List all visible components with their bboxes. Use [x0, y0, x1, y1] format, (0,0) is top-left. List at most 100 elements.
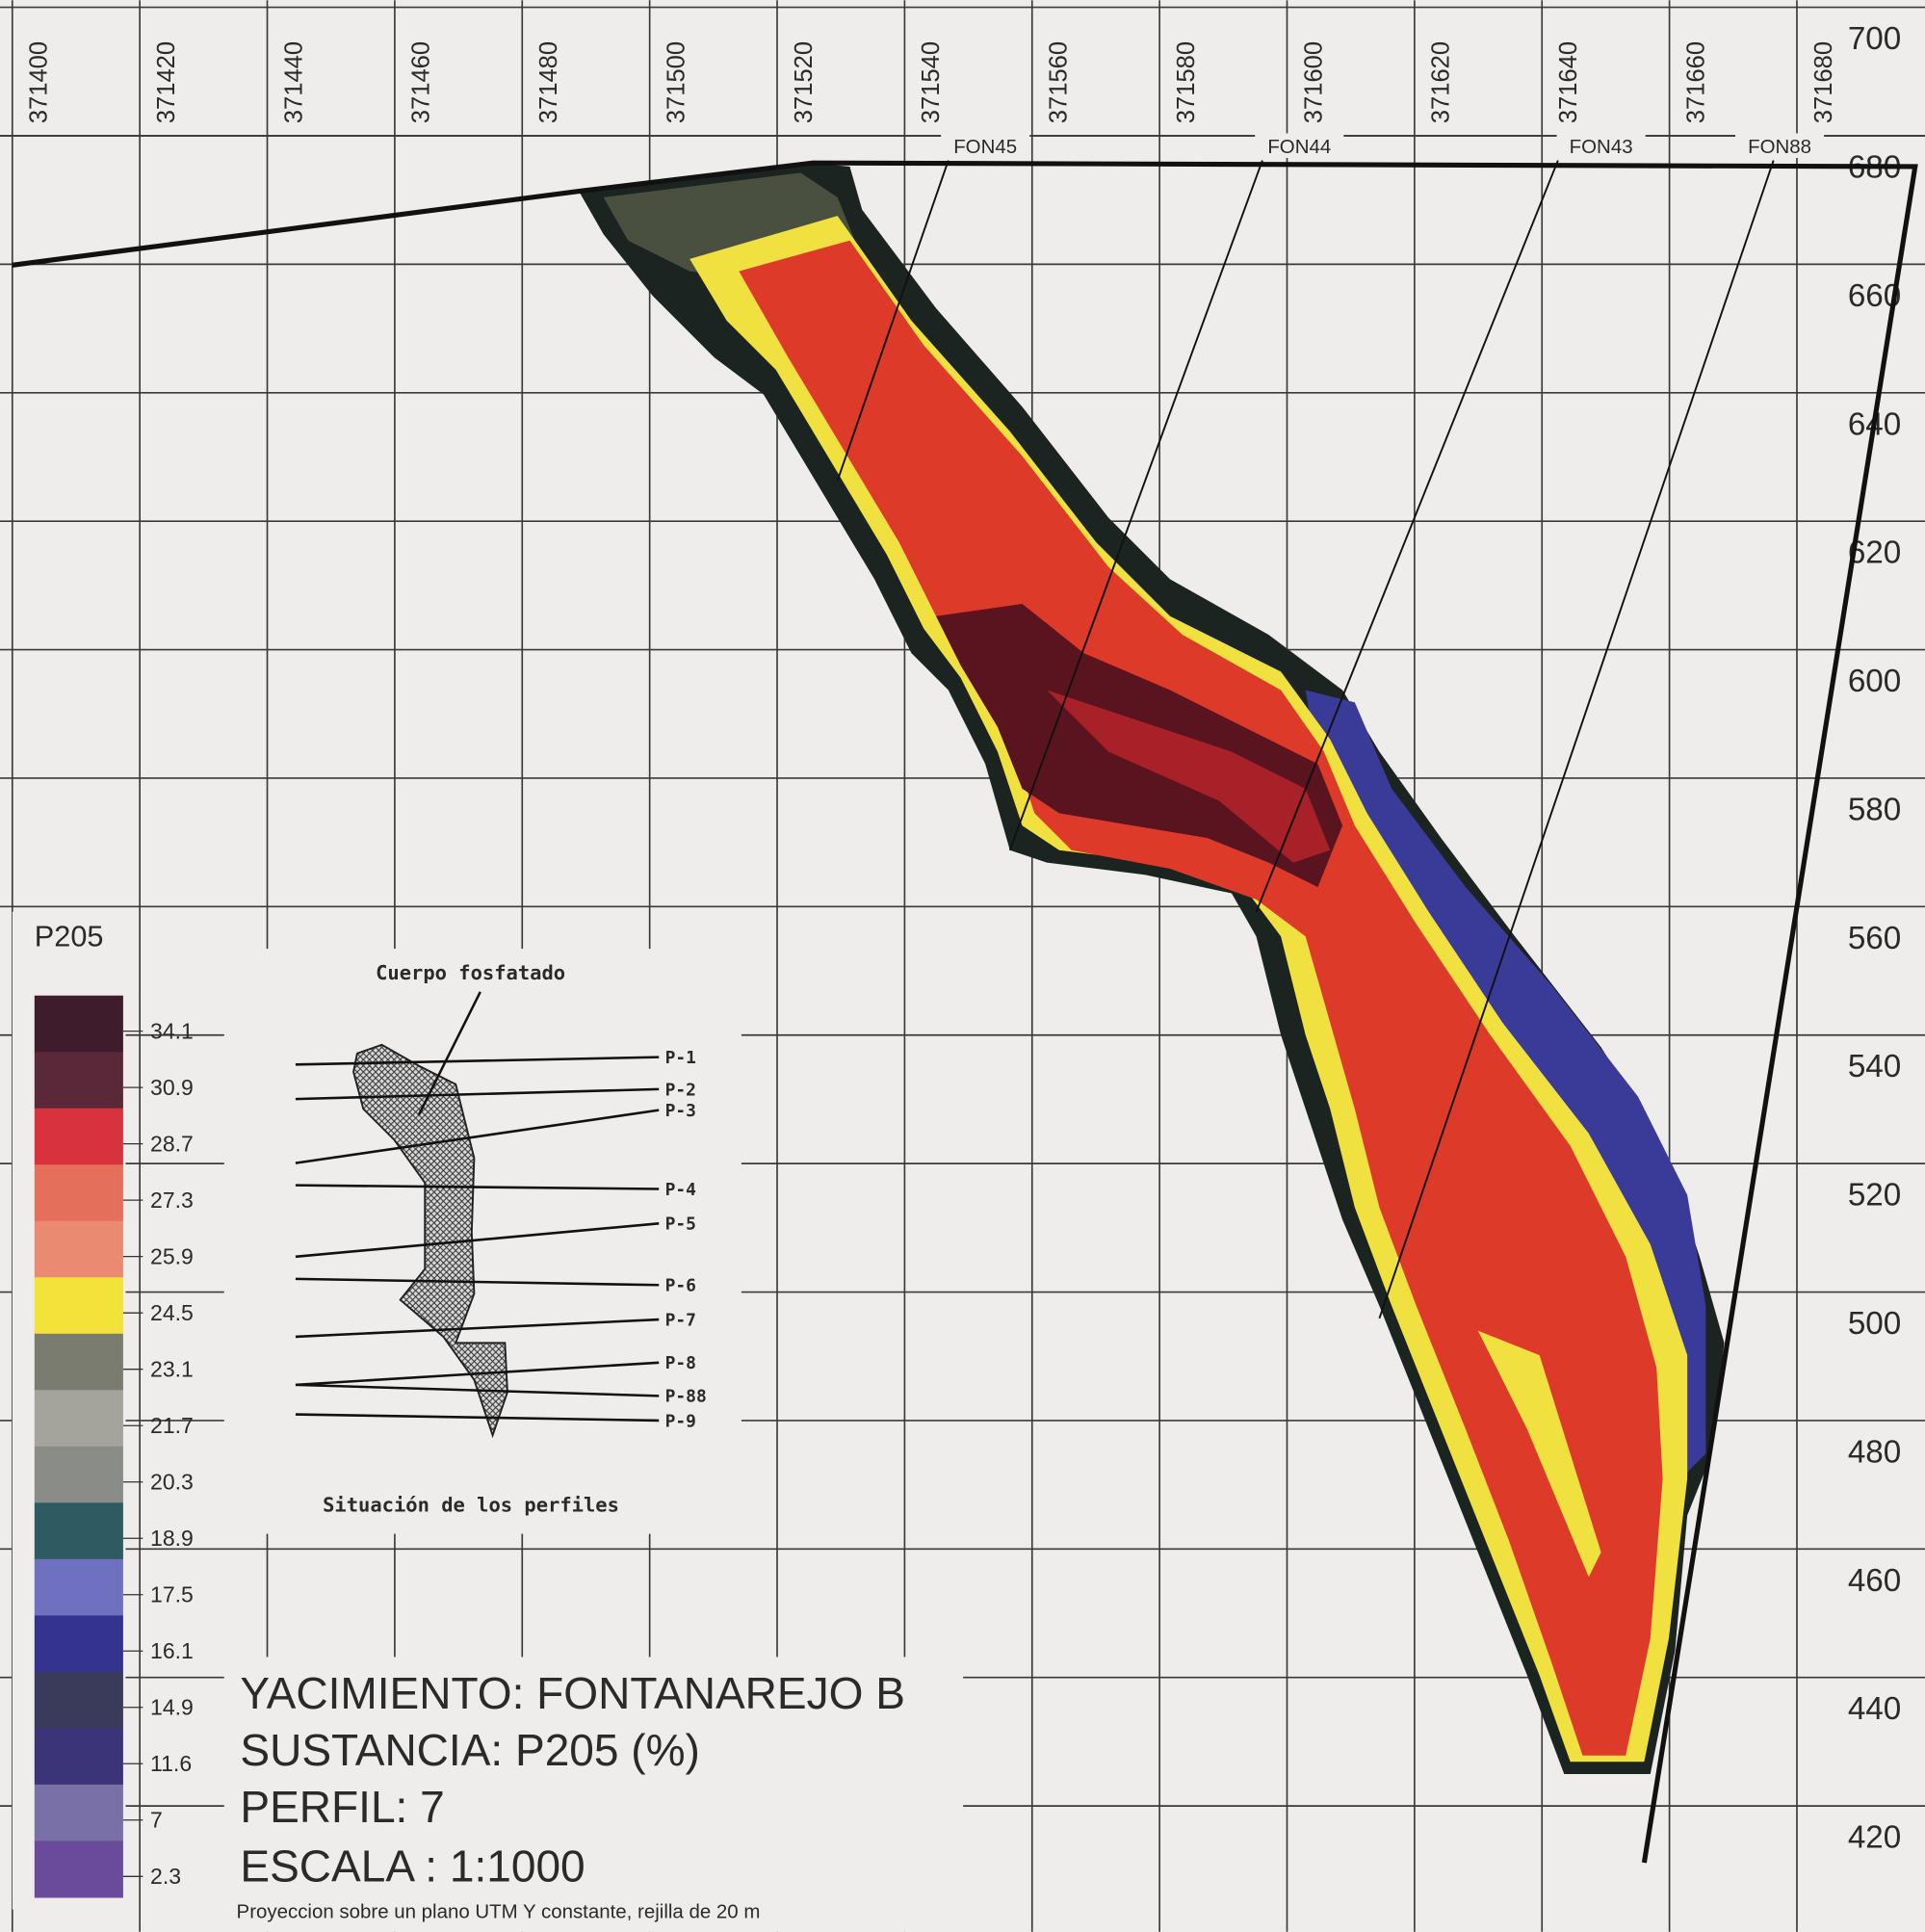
- legend-swatch: [34, 1277, 123, 1335]
- legend-label: 28.7: [150, 1131, 194, 1156]
- legend-label: 11.6: [150, 1751, 192, 1776]
- legend-label: 25.9: [150, 1243, 194, 1268]
- inset-panel: [223, 949, 741, 1534]
- profile-line: [295, 1184, 660, 1190]
- profile-label: P-3: [665, 1101, 696, 1121]
- y-tick-label: 580: [1848, 792, 1901, 827]
- drillhole-label: FON44: [1267, 136, 1331, 158]
- legend-label: 24.5: [150, 1300, 194, 1325]
- profile-label: P-2: [665, 1080, 696, 1100]
- profile-line: [295, 1383, 660, 1397]
- legend-swatch: [34, 1784, 123, 1842]
- y-tick-label: 480: [1848, 1434, 1901, 1470]
- x-tick-label: 371480: [535, 41, 562, 123]
- profile-label: P-8: [665, 1353, 696, 1373]
- x-tick-label: 371680: [1810, 41, 1837, 123]
- x-tick-label: 371500: [663, 41, 689, 123]
- drillhole-label-bg: [1735, 133, 1825, 159]
- profile-line: [295, 1361, 660, 1387]
- inset-caption: Situación de los perfiles: [323, 1494, 619, 1517]
- legend-label: 34.1: [150, 1018, 194, 1043]
- x-tick-label: 371420: [153, 41, 180, 123]
- legend-label: 27.3: [150, 1188, 194, 1213]
- legend-swatch: [34, 1108, 123, 1165]
- drillhole-label-bg: [1255, 133, 1344, 159]
- profile-label: P-5: [665, 1214, 696, 1235]
- x-tick-label: 371600: [1300, 41, 1327, 123]
- x-tick-label: 371560: [1046, 41, 1073, 123]
- legend-label: 7: [150, 1807, 163, 1832]
- drillhole-label: FON45: [953, 136, 1017, 158]
- y-tick-label: 440: [1848, 1691, 1901, 1727]
- legend-label: 17.5: [150, 1581, 194, 1606]
- profile-label: P-9: [665, 1411, 696, 1431]
- legend-label: 30.9: [150, 1075, 194, 1100]
- legend-swatch: [34, 1052, 123, 1110]
- profile-label: P-6: [665, 1276, 696, 1296]
- note: Proyeccion sobre un plano UTM Y constant…: [237, 1901, 761, 1923]
- x-tick-label: 371440: [280, 41, 307, 123]
- x-tick-label: 371540: [918, 41, 945, 123]
- drillhole-label: FON88: [1748, 136, 1811, 158]
- legend-swatch: [34, 1220, 123, 1278]
- legend-label: 16.1: [150, 1638, 194, 1663]
- y-tick-label: 700: [1848, 21, 1901, 57]
- x-tick-label: 371520: [791, 41, 818, 123]
- profile-label: P-4: [665, 1180, 696, 1200]
- substance: SUSTANCIA: P205 (%): [240, 1725, 699, 1775]
- title-block-panel: [223, 1657, 964, 1932]
- profile-line: [295, 1413, 660, 1423]
- legend-swatch: [34, 1728, 123, 1786]
- profile-line: [295, 1109, 660, 1164]
- title-block: YACIMIENTO: FONTANAREJO B SUSTANCIA: P20…: [237, 1668, 905, 1922]
- y-tick-label: 520: [1848, 1178, 1901, 1214]
- scale: ESCALA : 1:1000: [240, 1841, 585, 1891]
- legend-label: 23.1: [150, 1356, 194, 1381]
- legend-label: 2.3: [150, 1864, 181, 1889]
- legend-title: P205: [35, 920, 104, 953]
- profile-line: [295, 1277, 660, 1287]
- legend-swatch: [34, 1446, 123, 1503]
- profile-label: P-1: [665, 1048, 696, 1068]
- legend-swatch: [34, 1841, 123, 1898]
- x-tick-label: 371660: [1682, 41, 1709, 123]
- profile-line: [295, 1087, 660, 1101]
- profile: PERFIL: 7: [240, 1782, 444, 1832]
- legend-label: 18.9: [150, 1526, 194, 1551]
- drillhole-label-bg: [941, 133, 1030, 159]
- drillhole-label-bg: [1556, 133, 1646, 159]
- legend-label: 20.3: [150, 1469, 194, 1494]
- y-tick-label: 540: [1848, 1049, 1901, 1084]
- legend-swatch: [34, 1390, 123, 1448]
- profile-label: P-88: [665, 1387, 707, 1407]
- y-tick-label: 460: [1848, 1563, 1901, 1599]
- x-tick-label: 371460: [408, 41, 435, 123]
- legend-swatch: [34, 1671, 123, 1729]
- profile-label: P-7: [665, 1310, 696, 1330]
- legend-label: 21.7: [150, 1413, 194, 1438]
- y-tick-label: 500: [1848, 1306, 1901, 1342]
- ore-body: [579, 163, 1725, 1774]
- legend-swatch: [34, 1558, 123, 1616]
- drillhole-label: FON43: [1570, 136, 1633, 158]
- legend-swatch: [34, 1333, 123, 1391]
- x-tick-label: 371640: [1555, 41, 1582, 123]
- legend-swatch: [34, 995, 123, 1053]
- drillhole-labels: FON45 FON44 FON43 FON88: [941, 133, 1825, 159]
- x-tick-label: 371400: [26, 41, 53, 123]
- deposit: YACIMIENTO: FONTANAREJO B: [240, 1668, 905, 1718]
- y-tick-label: 600: [1848, 664, 1901, 699]
- legend-swatch: [34, 1502, 123, 1560]
- legend: 34.1 30.9 28.7 27.3 25.9 24.5 23.1 21.7 20.3 18.9…: [34, 995, 194, 1898]
- section-outline: [12, 160, 1918, 1864]
- inset: Cuerpo fosfatado P-1 P-2P-3 P-4 P-5 P-6 P-7 P-…: [295, 961, 707, 1517]
- legend-swatch: [34, 1164, 123, 1222]
- x-tick-label: 371580: [1173, 41, 1200, 123]
- y-tick-label: 420: [1848, 1820, 1901, 1856]
- inset-title: Cuerpo fosfatado: [376, 961, 565, 984]
- legend-label: 14.9: [150, 1694, 194, 1719]
- profile-line: [295, 1318, 660, 1339]
- x-tick-label: 371620: [1428, 41, 1455, 123]
